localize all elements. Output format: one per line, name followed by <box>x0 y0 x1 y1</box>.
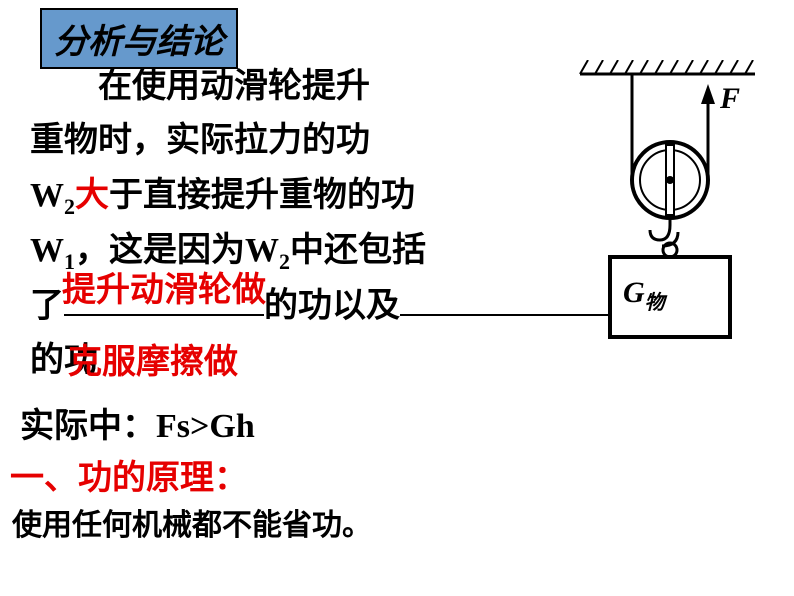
text: 于直接提升重物的功 <box>109 177 415 214</box>
answer-blank-1: 提升动滑轮做 <box>62 264 266 318</box>
text: 重物时，实际拉力的功 <box>30 122 370 159</box>
sub-2: 2 <box>64 194 75 219</box>
force-label-f: F <box>720 82 740 116</box>
answer-blank-2: 克服摩擦做 <box>68 344 238 381</box>
text: 中还包括 <box>290 232 426 269</box>
g-symbol: G <box>623 276 645 309</box>
var-w2: W <box>30 177 64 214</box>
principle-statement: 使用任何机械都不能省功。 <box>12 500 372 544</box>
analysis-paragraph: 在使用动滑轮提升 重物时，实际拉力的功 W2大于直接提升重物的功 W1，这是因为… <box>30 60 570 388</box>
gravity-label-g: G物 <box>623 276 665 315</box>
sub-2b: 2 <box>279 249 290 274</box>
answer-da: 大 <box>75 177 109 214</box>
var-w1: W <box>30 232 64 269</box>
g-subscript: 物 <box>645 292 665 314</box>
formula-fs-gh: Fs>Gh <box>156 408 255 445</box>
principle-heading: 一、功的原理： <box>10 450 248 499</box>
actual-label: 实际中： <box>20 408 156 445</box>
text: 的功以及 <box>264 287 400 324</box>
blank-1: 提升动滑轮做 <box>64 279 264 316</box>
text: 了 <box>30 287 64 324</box>
text: 在使用动滑轮提升 <box>98 68 370 105</box>
actual-formula-line: 实际中：Fs>Gh <box>20 398 255 447</box>
